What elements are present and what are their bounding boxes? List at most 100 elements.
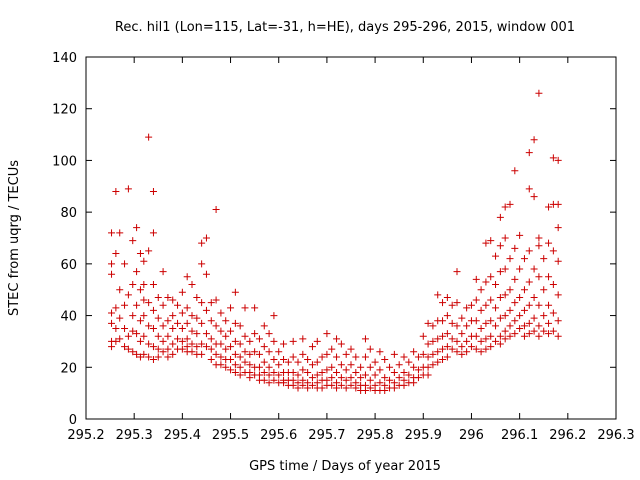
- data-point: [124, 291, 132, 299]
- data-point: [376, 366, 384, 374]
- data-point: [299, 366, 307, 374]
- data-point: [506, 255, 514, 263]
- data-point: [501, 234, 509, 242]
- data-point: [121, 301, 129, 309]
- data-point: [183, 335, 191, 343]
- data-point: [149, 356, 157, 364]
- data-point: [458, 330, 466, 338]
- data-point: [145, 247, 153, 255]
- data-point: [112, 250, 120, 258]
- data-point: [318, 368, 326, 376]
- y-tick-label: 40: [60, 310, 77, 325]
- data-point: [178, 337, 186, 345]
- data-point: [549, 309, 557, 317]
- data-point: [516, 293, 524, 301]
- data-point: [506, 200, 514, 208]
- data-point: [112, 187, 120, 195]
- data-point: [149, 343, 157, 351]
- data-point: [246, 350, 254, 358]
- data-point: [299, 381, 307, 389]
- data-point: [289, 381, 297, 389]
- data-point: [328, 345, 336, 353]
- data-point: [169, 312, 177, 320]
- x-tick-label: 295.3: [116, 428, 153, 443]
- data-point: [188, 340, 196, 348]
- data-point: [333, 335, 341, 343]
- data-point: [236, 363, 244, 371]
- data-point: [198, 299, 206, 307]
- data-point: [554, 317, 562, 325]
- data-point: [193, 330, 201, 338]
- data-point: [133, 350, 141, 358]
- data-point: [140, 332, 148, 340]
- data-point: [207, 317, 215, 325]
- data-point: [414, 353, 422, 361]
- data-point: [294, 358, 302, 366]
- data-point: [347, 345, 355, 353]
- data-point: [207, 345, 215, 353]
- data-point: [496, 242, 504, 250]
- data-point: [376, 348, 384, 356]
- data-point: [174, 335, 182, 343]
- data-point: [376, 379, 384, 387]
- data-point: [496, 213, 504, 221]
- data-point: [535, 332, 543, 340]
- data-point: [328, 363, 336, 371]
- data-point: [424, 371, 432, 379]
- data-point: [308, 343, 316, 351]
- y-axis-label: STEC from uqrg / TECUs: [7, 160, 22, 316]
- data-point: [496, 340, 504, 348]
- data-point: [390, 350, 398, 358]
- data-point: [188, 327, 196, 335]
- data-point: [154, 314, 162, 322]
- data-point: [133, 330, 141, 338]
- data-point: [121, 260, 129, 268]
- data-point: [308, 361, 316, 369]
- data-point: [525, 301, 533, 309]
- data-point: [108, 343, 116, 351]
- data-point: [154, 353, 162, 361]
- data-point: [129, 312, 137, 320]
- data-point: [188, 312, 196, 320]
- data-point: [202, 306, 210, 314]
- y-tick-label: 20: [60, 361, 77, 376]
- data-point: [129, 281, 137, 289]
- data-point: [328, 381, 336, 389]
- data-point: [477, 306, 485, 314]
- data-point: [352, 353, 360, 361]
- data-point: [202, 343, 210, 351]
- data-point: [530, 136, 538, 144]
- data-point: [337, 381, 345, 389]
- data-point: [554, 156, 562, 164]
- data-point: [178, 288, 186, 296]
- data-point: [323, 350, 331, 358]
- data-point: [530, 265, 538, 273]
- data-point: [318, 384, 326, 392]
- data-point: [116, 335, 124, 343]
- data-point: [159, 322, 167, 330]
- data-point: [554, 291, 562, 299]
- data-point: [236, 353, 244, 361]
- data-point: [506, 286, 514, 294]
- data-point: [410, 348, 418, 356]
- data-point: [217, 353, 225, 361]
- data-point: [116, 286, 124, 294]
- data-point: [212, 350, 220, 358]
- data-point: [178, 345, 186, 353]
- data-point: [164, 293, 172, 301]
- data-point: [251, 304, 259, 312]
- data-point: [439, 299, 447, 307]
- data-point: [121, 343, 129, 351]
- data-point: [313, 337, 321, 345]
- data-point: [260, 368, 268, 376]
- data-point: [540, 312, 548, 320]
- data-point: [501, 327, 509, 335]
- data-point: [434, 348, 442, 356]
- data-point: [458, 343, 466, 351]
- data-point: [511, 299, 519, 307]
- data-point: [270, 356, 278, 364]
- data-point: [477, 348, 485, 356]
- data-point: [222, 363, 230, 371]
- data-point: [198, 260, 206, 268]
- x-tick-label: 295.6: [260, 428, 297, 443]
